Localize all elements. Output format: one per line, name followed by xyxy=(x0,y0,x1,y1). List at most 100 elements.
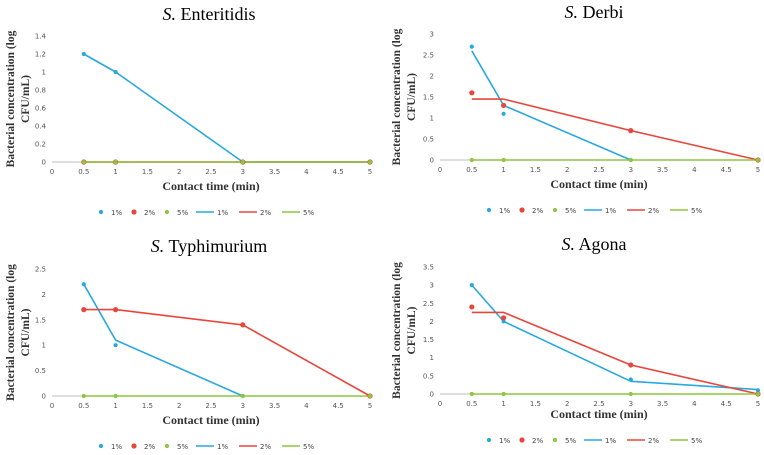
data-point-5pct xyxy=(113,393,118,399)
y-tick-label: 0.5 xyxy=(423,372,434,380)
x-tick-label: 1 xyxy=(113,168,117,176)
x-tick-label: 2 xyxy=(565,400,569,408)
data-point-2pct xyxy=(628,128,634,134)
data-point-1pct xyxy=(501,111,506,116)
legend-marker-5pct xyxy=(552,437,558,443)
data-point-5pct xyxy=(81,393,86,399)
y-tick-label: 0.4 xyxy=(35,123,47,131)
y-tick-label: 1 xyxy=(430,115,434,123)
chart-panel-1: S. Enteritidis Bacterial concentration (l… xyxy=(5,4,373,217)
data-point-2pct xyxy=(81,307,87,313)
y-tick-label: 3.5 xyxy=(423,264,434,272)
x-tick-label: 5 xyxy=(756,166,760,174)
x-tick-label: 0.5 xyxy=(78,402,89,410)
chart-title: S. Agona xyxy=(562,234,627,254)
chart-panel-3: S. Typhimurium Bacterial concentration (l… xyxy=(5,236,373,451)
legend-label: 1% xyxy=(605,207,616,215)
y-tick-label: 1.5 xyxy=(35,316,46,324)
data-point-5pct xyxy=(367,159,373,165)
data-point-2pct xyxy=(501,315,507,321)
x-axis-label: Contact time (min) xyxy=(550,407,647,421)
legend-label: 1% xyxy=(499,207,510,215)
y-axis-label: Bacterial concentration (log CFU/mL) xyxy=(391,262,418,399)
legend-label: 2% xyxy=(648,437,659,445)
x-tick-label: 5 xyxy=(756,400,760,408)
data-point-1pct xyxy=(628,377,633,382)
legend-label: 2% xyxy=(260,443,271,451)
series-line-1pct xyxy=(83,53,370,163)
legend-marker-5pct xyxy=(164,209,170,215)
x-tick-label: 3 xyxy=(629,166,633,174)
x-tick-label: 5 xyxy=(368,402,372,410)
legend-marker-1pct xyxy=(486,207,492,213)
x-tick-label: 2 xyxy=(177,402,181,410)
chart-title-rest: Enteritidis xyxy=(176,4,256,24)
legend-label: 5% xyxy=(565,437,576,445)
data-point-2pct xyxy=(469,304,475,310)
x-tick-label: 3.5 xyxy=(657,400,668,408)
x-tick-label: 5 xyxy=(368,168,372,176)
legend-marker-2pct xyxy=(131,443,137,449)
y-tick-label: 0.5 xyxy=(35,367,46,375)
x-tick-label: 1 xyxy=(113,402,117,410)
x-tick-label: 1 xyxy=(501,400,505,408)
data-point-2pct xyxy=(501,102,507,108)
y-tick-label: 0.5 xyxy=(423,136,434,144)
x-tick-label: 1.5 xyxy=(142,168,153,176)
legend-label: 1% xyxy=(217,209,228,217)
y-tick-label: 1.5 xyxy=(423,336,434,344)
legend-label: 5% xyxy=(303,209,314,217)
x-tick-label: 3 xyxy=(241,168,245,176)
x-tick-label: 4 xyxy=(304,168,309,176)
y-tick-label: 1 xyxy=(42,342,46,350)
legend-label: 2% xyxy=(144,209,155,217)
legend: 1% 2% 5% 1% 2% 5% xyxy=(98,443,314,451)
x-tick-label: 0.5 xyxy=(78,168,89,176)
series-line-2pct xyxy=(471,98,759,161)
x-tick-label: 1.5 xyxy=(530,166,541,174)
chart-title: S. Enteritidis xyxy=(163,4,256,24)
data-point-5pct xyxy=(755,391,761,397)
x-tick-label: 4 xyxy=(692,400,697,408)
legend-label: 2% xyxy=(532,437,543,445)
x-tick-label: 1 xyxy=(501,166,505,174)
legend-marker-5pct xyxy=(164,443,170,449)
data-point-5pct xyxy=(469,157,474,163)
x-tick-label: 4 xyxy=(692,166,697,174)
x-tick-label: 2.5 xyxy=(205,168,216,176)
x-tick-label: 3 xyxy=(241,402,245,410)
data-point-2pct xyxy=(469,90,475,96)
y-tick-label: 1.2 xyxy=(35,51,46,59)
y-tick-label: 2.5 xyxy=(35,266,46,274)
legend-label: 1% xyxy=(605,437,616,445)
x-axis-label: Contact time (min) xyxy=(162,413,259,427)
x-tick-label: 1.5 xyxy=(142,402,153,410)
y-tick-label: 0.8 xyxy=(35,87,46,95)
y-axis-label: Bacterial concentration (log CFU/mL) xyxy=(391,28,418,165)
legend-marker-2pct xyxy=(519,207,525,213)
chart-title: S. Derbi xyxy=(565,2,624,22)
y-tick-label: 0 xyxy=(42,159,46,167)
legend-marker-1pct xyxy=(98,443,104,449)
legend-label: 1% xyxy=(111,443,122,451)
data-point-2pct xyxy=(113,307,119,313)
data-point-1pct xyxy=(755,388,761,393)
x-tick-label: 0 xyxy=(50,168,54,176)
chart-panel-4: S. Agona Bacterial concentration (log CFU/… xyxy=(391,234,761,445)
y-tick-label: 2.5 xyxy=(423,52,434,60)
legend-marker-2pct xyxy=(131,209,137,215)
legend-label: 1% xyxy=(499,437,510,445)
y-axis-label-line1: Bacterial concentration (log xyxy=(391,28,403,165)
y-axis-label-line2: CFU/mL) xyxy=(20,75,32,123)
data-point-5pct xyxy=(501,391,506,397)
x-tick-label: 4 xyxy=(304,402,309,410)
x-tick-label: 3.5 xyxy=(657,166,668,174)
x-tick-label: 1.5 xyxy=(530,400,541,408)
data-point-5pct xyxy=(628,391,633,397)
data-point-1pct xyxy=(113,69,118,75)
legend-marker-5pct xyxy=(552,207,558,213)
x-tick-label: 2 xyxy=(177,168,181,176)
legend-label: 2% xyxy=(648,207,659,215)
data-point-5pct xyxy=(81,159,86,165)
